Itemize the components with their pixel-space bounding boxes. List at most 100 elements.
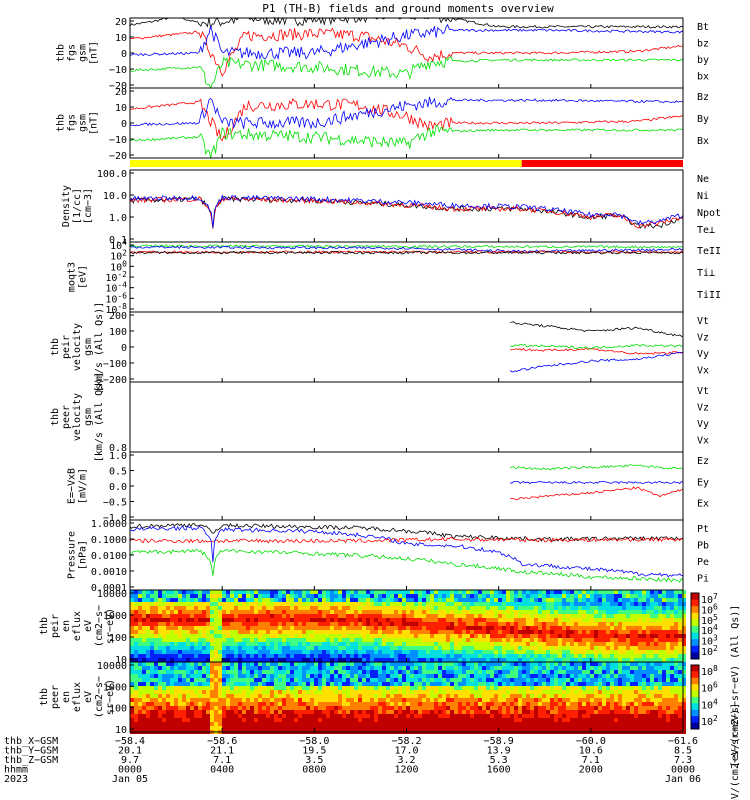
spec-cell bbox=[482, 718, 486, 722]
spec-cell bbox=[222, 722, 226, 726]
spec-cell bbox=[214, 610, 218, 614]
spec-cell bbox=[246, 670, 250, 674]
peir_spec-cells bbox=[130, 590, 686, 662]
spec-cell bbox=[666, 606, 670, 610]
spec-cell bbox=[498, 650, 502, 654]
spec-cell bbox=[630, 614, 634, 618]
spec-cell bbox=[318, 618, 322, 622]
spec-cell bbox=[214, 666, 218, 670]
spec-cell bbox=[486, 630, 490, 634]
spec-cell bbox=[578, 594, 582, 598]
spec-cell bbox=[506, 646, 510, 650]
spec-cell bbox=[258, 594, 262, 598]
spec-cell bbox=[294, 694, 298, 698]
spec-cell bbox=[394, 670, 398, 674]
spec-cell bbox=[666, 654, 670, 658]
spec-cell bbox=[462, 590, 466, 594]
spec-cell bbox=[322, 622, 326, 626]
spec-cell bbox=[578, 654, 582, 658]
spec-cell bbox=[618, 694, 622, 698]
spec-cell bbox=[162, 686, 166, 690]
spec-cell bbox=[258, 590, 262, 594]
spec-cell bbox=[398, 598, 402, 602]
spec-cell bbox=[210, 666, 214, 670]
spec-cell bbox=[622, 650, 626, 654]
spec-cell bbox=[438, 610, 442, 614]
vpeir-ytick-label: −100 bbox=[103, 359, 127, 370]
spec-cell bbox=[390, 658, 394, 662]
spec-cell bbox=[298, 686, 302, 690]
spec-cell bbox=[338, 602, 342, 606]
pressure-ytick-label: 0.1000 bbox=[91, 535, 127, 546]
spec-cell bbox=[398, 706, 402, 710]
spec-cell bbox=[266, 642, 270, 646]
spec-cell bbox=[194, 678, 198, 682]
spec-cell bbox=[138, 654, 142, 658]
spec-cell bbox=[506, 694, 510, 698]
spec-cell bbox=[378, 706, 382, 710]
spec-cell bbox=[482, 630, 486, 634]
spec-cell bbox=[346, 634, 350, 638]
spec-cell bbox=[458, 718, 462, 722]
spec-cell bbox=[530, 614, 534, 618]
spec-cell bbox=[302, 618, 306, 622]
spec-cell bbox=[478, 598, 482, 602]
pressure-series-Pi bbox=[129, 525, 684, 578]
spec-cell bbox=[510, 642, 514, 646]
spec-cell bbox=[594, 590, 598, 594]
spec-cell bbox=[490, 622, 494, 626]
spec-cell bbox=[506, 598, 510, 602]
spec-cell bbox=[522, 726, 526, 730]
spec-cell bbox=[170, 690, 174, 694]
spec-cell bbox=[462, 662, 466, 666]
fgs1-frame bbox=[129, 17, 684, 89]
spec-cell bbox=[306, 714, 310, 718]
spec-cell bbox=[558, 594, 562, 598]
spec-cell bbox=[134, 726, 138, 730]
spec-cell bbox=[230, 630, 234, 634]
spec-cell bbox=[186, 634, 190, 638]
spec-cell bbox=[610, 638, 614, 642]
spec-cell bbox=[566, 718, 570, 722]
spec-cell bbox=[554, 590, 558, 594]
spec-cell bbox=[486, 710, 490, 714]
spec-cell bbox=[414, 622, 418, 626]
spec-cell bbox=[494, 658, 498, 662]
spec-cell bbox=[662, 610, 666, 614]
spec-cell bbox=[294, 610, 298, 614]
spec-cell bbox=[358, 662, 362, 666]
legend-Pe: Pe bbox=[697, 557, 709, 568]
spec-cell bbox=[290, 622, 294, 626]
spec-cell bbox=[562, 714, 566, 718]
spec-cell bbox=[574, 626, 578, 630]
spec-cell bbox=[610, 590, 614, 594]
spec-cell bbox=[326, 690, 330, 694]
spec-cell bbox=[254, 710, 258, 714]
spec-cell bbox=[410, 714, 414, 718]
spec-cell bbox=[490, 658, 494, 662]
spec-cell bbox=[390, 622, 394, 626]
spec-cell bbox=[394, 690, 398, 694]
spec-cell bbox=[166, 658, 170, 662]
spec-cell bbox=[550, 606, 554, 610]
spec-cell bbox=[406, 594, 410, 598]
spec-cell bbox=[194, 674, 198, 678]
spec-cell bbox=[366, 602, 370, 606]
spec-cell bbox=[638, 614, 642, 618]
spec-cell bbox=[298, 646, 302, 650]
spec-cell bbox=[474, 590, 478, 594]
spec-cell bbox=[442, 610, 446, 614]
spec-cell bbox=[286, 626, 290, 630]
spec-cell bbox=[562, 614, 566, 618]
spec-cell bbox=[510, 602, 514, 606]
spec-cell bbox=[326, 654, 330, 658]
spec-cell bbox=[290, 610, 294, 614]
spec-cell bbox=[194, 626, 198, 630]
spec-cell bbox=[510, 594, 514, 598]
spec-cell bbox=[358, 674, 362, 678]
spec-cell bbox=[234, 654, 238, 658]
spec-cell bbox=[270, 602, 274, 606]
spec-cell bbox=[198, 726, 202, 730]
spec-cell bbox=[594, 614, 598, 618]
spec-cell bbox=[198, 678, 202, 682]
